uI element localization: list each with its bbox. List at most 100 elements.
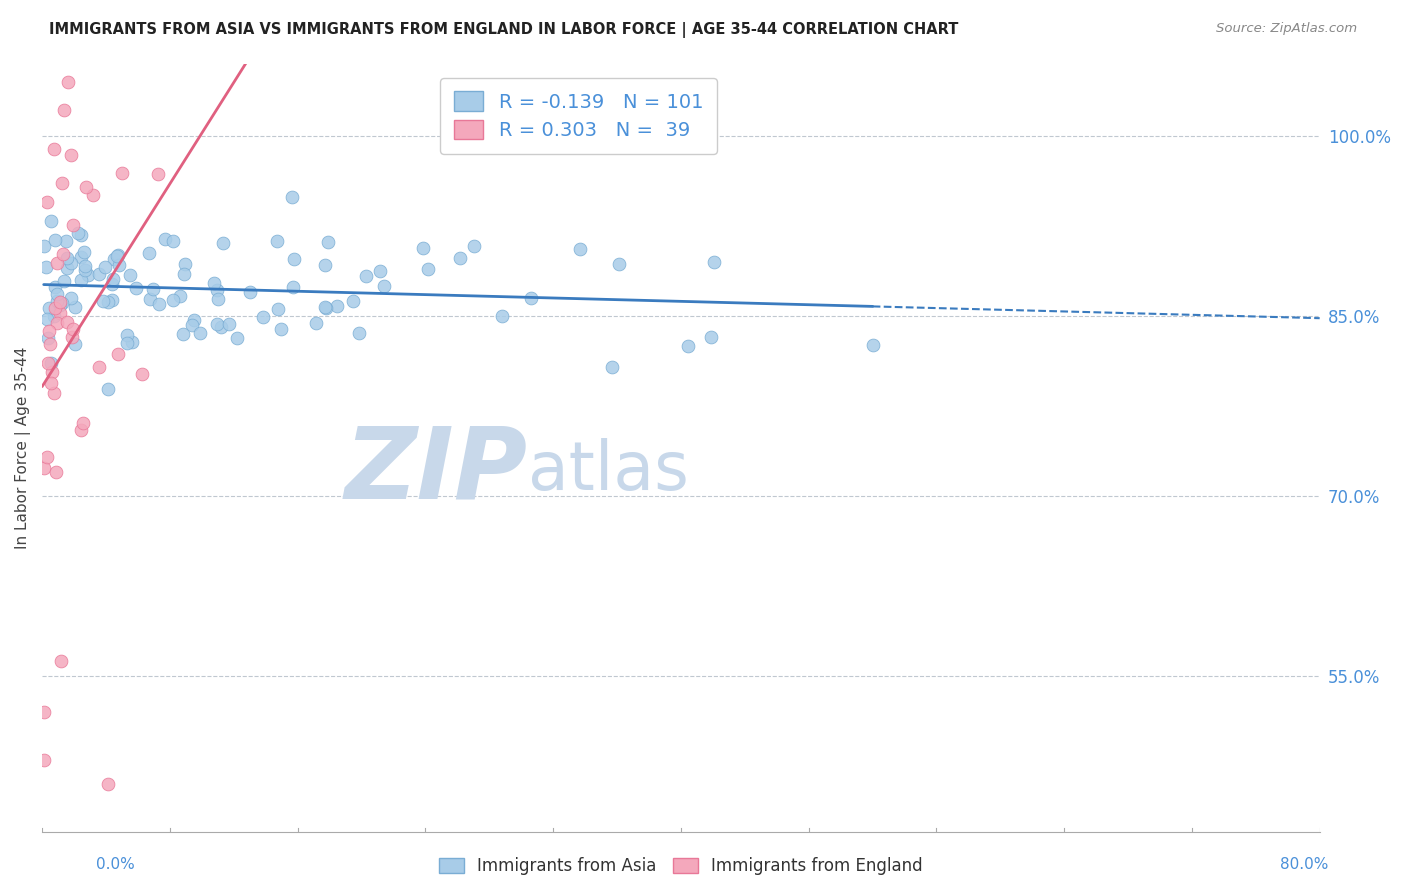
Point <box>107 249 129 263</box>
Point <box>49 294 72 309</box>
Point <box>62 322 84 336</box>
Point <box>45 256 67 270</box>
Point <box>449 252 471 266</box>
Point <box>45 287 67 301</box>
Point <box>103 272 125 286</box>
Point <box>55 252 77 266</box>
Point <box>70 273 93 287</box>
Point <box>463 239 485 253</box>
Point <box>142 282 165 296</box>
Point <box>97 294 120 309</box>
Point <box>32 239 55 253</box>
Point <box>173 257 195 271</box>
Point <box>45 465 67 479</box>
Point <box>239 285 262 300</box>
Point <box>44 279 66 293</box>
Point <box>44 142 66 156</box>
Point <box>100 277 122 291</box>
Legend: R = -0.139   N = 101, R = 0.303   N =  39: R = -0.139 N = 101, R = 0.303 N = 39 <box>440 78 717 153</box>
Point <box>519 291 541 305</box>
Point <box>314 258 336 272</box>
Point <box>700 329 723 343</box>
Point <box>676 339 699 353</box>
Point <box>139 292 162 306</box>
Point <box>172 326 194 341</box>
Point <box>354 268 377 283</box>
Point <box>55 234 77 248</box>
Point <box>368 264 391 278</box>
Point <box>63 300 86 314</box>
Point <box>94 260 117 275</box>
Point <box>315 301 337 315</box>
Point <box>100 293 122 307</box>
Point <box>416 262 439 277</box>
Point <box>41 366 63 380</box>
Point <box>35 311 58 326</box>
Point <box>44 233 66 247</box>
Point <box>63 336 86 351</box>
Point <box>45 316 67 330</box>
Point <box>97 777 120 791</box>
Point <box>37 356 59 370</box>
Point <box>35 194 58 209</box>
Point <box>209 320 232 334</box>
Point <box>49 653 72 667</box>
Point <box>70 251 93 265</box>
Point <box>107 347 129 361</box>
Point <box>42 309 65 323</box>
Point <box>118 268 141 283</box>
Point <box>702 255 724 269</box>
Text: 0.0%: 0.0% <box>96 857 135 872</box>
Point <box>60 330 83 344</box>
Text: atlas: atlas <box>527 438 689 504</box>
Point <box>205 318 228 332</box>
Point <box>59 147 82 161</box>
Point <box>218 318 240 332</box>
Point <box>314 300 336 314</box>
Point <box>56 261 79 276</box>
Point <box>121 335 143 350</box>
Point <box>60 256 83 270</box>
Point <box>267 302 290 317</box>
Point <box>326 299 349 313</box>
Point <box>103 252 125 266</box>
Point <box>51 295 73 310</box>
Point <box>89 268 111 282</box>
Point <box>73 262 96 277</box>
Point <box>205 283 228 297</box>
Point <box>266 234 288 248</box>
Point <box>51 176 73 190</box>
Point <box>183 313 205 327</box>
Point <box>32 753 55 767</box>
Point <box>72 416 94 430</box>
Point <box>39 214 62 228</box>
Text: Source: ZipAtlas.com: Source: ZipAtlas.com <box>1216 22 1357 36</box>
Point <box>146 167 169 181</box>
Point <box>69 227 91 242</box>
Point <box>862 337 884 351</box>
Point <box>162 293 184 307</box>
Point <box>73 259 96 273</box>
Point <box>342 294 364 309</box>
Point <box>35 450 58 465</box>
Point <box>373 279 395 293</box>
Point <box>225 331 247 345</box>
Point <box>412 241 434 255</box>
Point <box>89 360 111 375</box>
Point <box>568 242 591 256</box>
Point <box>347 326 370 340</box>
Point <box>52 247 75 261</box>
Point <box>162 235 184 249</box>
Point <box>108 258 131 272</box>
Point <box>35 260 58 274</box>
Point <box>39 356 62 370</box>
Point <box>82 187 104 202</box>
Point <box>34 460 56 475</box>
Point <box>212 235 235 250</box>
Point <box>202 276 225 290</box>
Point <box>181 318 204 332</box>
Point <box>131 367 153 381</box>
Point <box>600 359 623 374</box>
Text: 80.0%: 80.0% <box>1281 857 1329 872</box>
Point <box>56 315 79 329</box>
